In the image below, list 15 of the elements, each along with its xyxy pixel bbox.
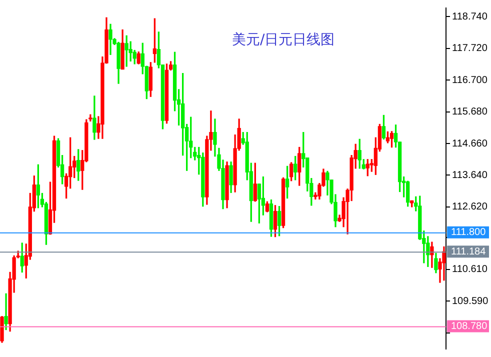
candlestick: [4, 293, 8, 330]
y-tick-label: 110.610: [452, 264, 488, 276]
y-tick-label: 116.700: [452, 74, 488, 86]
y-tick-label: 115.680: [452, 106, 488, 118]
y-tick-label: 117.720: [452, 43, 488, 54]
ref-line-label: 108.780: [451, 321, 488, 332]
y-tick-label: 109.590: [452, 296, 489, 307]
ref-line-label: 111.800: [451, 227, 486, 238]
y-tick-label: 112.620: [452, 202, 488, 213]
ref-line-label: 111.184: [451, 246, 486, 258]
text: 美元/日元日线图: [232, 31, 335, 49]
y-tick-label: 113.640: [452, 170, 488, 181]
y-tick-label: 114.660: [452, 138, 488, 150]
y-tick-label: 118.740: [452, 11, 488, 22]
candlestick: [124, 35, 128, 67]
